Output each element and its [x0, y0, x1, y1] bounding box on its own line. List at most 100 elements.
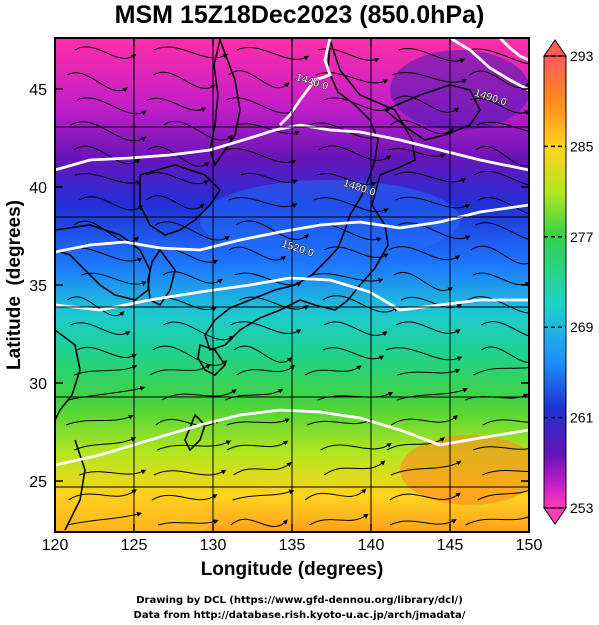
colorbar-label: 253 — [570, 500, 594, 516]
streamline — [76, 347, 137, 359]
streamline — [74, 365, 138, 376]
streamline — [398, 48, 466, 64]
colorbar-label: 269 — [570, 319, 594, 335]
streamline — [74, 437, 137, 451]
streamline — [394, 171, 467, 183]
streamline — [311, 273, 384, 283]
streamline — [68, 385, 146, 401]
streamline — [240, 172, 298, 185]
streamline — [65, 414, 134, 426]
streamline — [226, 418, 291, 426]
x-tick-label: 135 — [279, 537, 306, 554]
y-tick-label: 25 — [29, 474, 47, 491]
streamline — [67, 72, 128, 93]
streamline — [74, 46, 137, 59]
streamline — [473, 366, 529, 376]
streamline — [389, 519, 457, 526]
streamline — [323, 321, 388, 337]
streamline — [397, 222, 471, 241]
streamline — [386, 437, 446, 451]
streamline — [235, 123, 301, 136]
streamline — [67, 296, 125, 317]
streamline — [324, 460, 386, 476]
x-tick-label: 130 — [200, 537, 227, 554]
streamline — [163, 120, 233, 141]
streamline — [395, 196, 471, 209]
streamline — [151, 493, 218, 501]
streamline — [323, 97, 391, 112]
colorbar-label: 285 — [570, 138, 594, 154]
streamline — [68, 489, 137, 501]
streamline — [393, 95, 460, 113]
y-tick-label: 45 — [29, 82, 47, 99]
streamline — [397, 368, 461, 376]
colorbar: 293 285 277 269 261 253 — [543, 39, 594, 525]
streamline — [396, 387, 468, 401]
x-axis-title: Longitude (degrees) — [201, 559, 384, 580]
footer-data-source-line: Data from http://database.rish.kyoto-u.a… — [133, 610, 466, 621]
streamline — [304, 488, 367, 501]
streamline — [304, 365, 362, 376]
streamline — [482, 470, 529, 476]
x-tick-label: 120 — [42, 537, 69, 554]
x-tick-label: 125 — [121, 537, 148, 554]
streamline — [236, 364, 296, 376]
streamline — [76, 97, 147, 116]
streamline — [322, 347, 385, 361]
map-title: MSM 15Z18Dec2023 (850.0hPa) — [114, 1, 485, 29]
streamline — [70, 322, 131, 336]
colorbar-label: 261 — [570, 410, 594, 426]
streamline — [79, 196, 144, 211]
streamline — [395, 321, 461, 334]
geopotential-contours — [55, 38, 529, 467]
streamline — [146, 172, 209, 185]
streamline — [317, 173, 377, 187]
streamline — [389, 492, 461, 501]
streamline — [474, 222, 529, 240]
colorbar-label: 277 — [570, 229, 594, 245]
colorbar-bar — [543, 55, 567, 509]
streamline — [472, 446, 529, 451]
streamline — [232, 489, 295, 501]
streamline — [226, 440, 289, 451]
streamline — [155, 418, 220, 427]
streamline — [154, 221, 230, 241]
streamline — [239, 296, 309, 310]
streamline — [225, 148, 297, 165]
y-tick-labels: 25 30 35 40 45 — [29, 82, 47, 491]
x-tick-label: 145 — [437, 537, 464, 554]
streamline — [385, 347, 463, 362]
wind-streamlines — [65, 46, 529, 527]
streamline — [225, 97, 296, 115]
footer-credit-line: Drawing by DCL (https://www.gfd-dennou.o… — [136, 595, 463, 606]
streamline — [147, 146, 210, 167]
x-tick-labels: 120 125 130 135 140 145 150 — [42, 537, 543, 554]
streamline — [228, 246, 287, 261]
streamline — [320, 442, 392, 451]
streamline — [153, 46, 229, 59]
streamline — [388, 148, 446, 159]
streamline — [391, 72, 468, 84]
colorbar-label: 293 — [570, 48, 594, 64]
y-tick-label: 40 — [29, 180, 47, 197]
streamline — [473, 170, 529, 186]
streamline — [388, 246, 461, 261]
streamline — [468, 48, 529, 65]
streamline — [313, 197, 389, 213]
streamline — [162, 271, 223, 284]
streamline — [317, 48, 380, 63]
streamline — [228, 197, 298, 208]
streamline — [233, 345, 293, 363]
streamline — [146, 195, 205, 210]
streamline — [157, 519, 219, 526]
streamline — [481, 346, 529, 363]
streamline — [73, 145, 141, 165]
streamline — [393, 272, 453, 292]
streamline — [322, 295, 399, 313]
streamline — [70, 121, 147, 142]
streamline — [228, 70, 290, 89]
streamline — [153, 71, 216, 90]
temperature-field — [55, 38, 529, 532]
streamline — [390, 460, 462, 476]
